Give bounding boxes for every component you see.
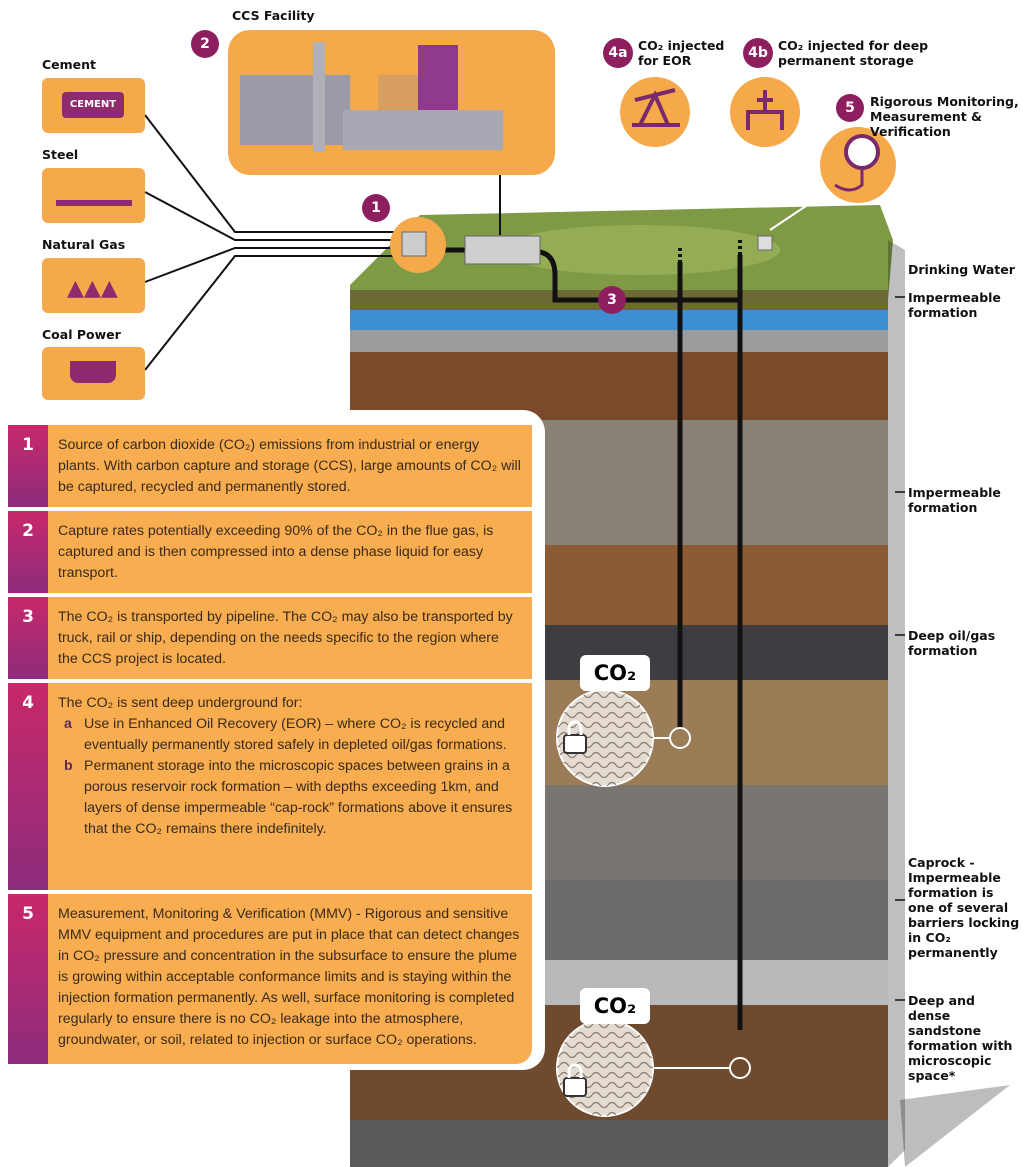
source-label: Steel (42, 147, 78, 162)
step-text: Measurement, Monitoring & Verification (… (48, 894, 532, 1064)
stack (313, 42, 325, 152)
layer-label: Deep oil/gas formation (908, 628, 1008, 658)
step: 5 Measurement, Monitoring & Verification… (8, 894, 532, 1064)
facility-panel (228, 30, 555, 175)
monitoring-label: Rigorous Monitoring, Measurement & Verif… (870, 94, 1020, 139)
facility-title: CCS Facility (232, 8, 315, 23)
side-face (888, 240, 905, 1167)
layer (350, 330, 888, 352)
source-label: Coal Power (42, 327, 121, 342)
coal-icon (42, 347, 145, 400)
steps-panel: 1 Source of carbon dioxide (CO₂) emissio… (0, 410, 545, 1070)
step-text: Source of carbon dioxide (CO₂) emissions… (48, 425, 532, 507)
layer-label: Impermeable formation (908, 485, 1008, 515)
step-number: 4 (8, 683, 48, 890)
step-number: 1 (8, 425, 48, 507)
step: 4 The CO₂ is sent deep underground for: … (8, 683, 532, 890)
gauge (846, 136, 878, 168)
eor-icon (620, 77, 690, 147)
layer-label: Deep and dense sandstone formation with … (908, 993, 1020, 1083)
layer-label: Impermeable formation (908, 290, 1008, 320)
source-plant (402, 232, 426, 256)
layer-label: Caprock - Impermeable formation is one o… (908, 855, 1020, 960)
plant-building (240, 75, 350, 145)
co2-label: CO₂ (580, 655, 650, 691)
infographic: CCS Facility 2 Cement CEMENT Steel Natur… (0, 0, 1023, 1167)
step: 3 The CO₂ is transported by pipeline. Th… (8, 597, 532, 679)
connector (145, 248, 395, 282)
step-number: 5 (8, 894, 48, 1064)
badge: 5 (836, 94, 864, 122)
step-text: Capture rates potentially exceeding 90% … (48, 511, 532, 593)
step-text: The CO₂ is transported by pipeline. The … (48, 597, 532, 679)
step: 1 Source of carbon dioxide (CO₂) emissio… (8, 425, 532, 507)
injection-label: CO₂ injected for EOR (638, 38, 738, 68)
badge: 2 (191, 30, 219, 58)
sub-text: Permanent storage into the microscopic s… (84, 756, 522, 840)
step-number: 3 (8, 597, 48, 679)
steel-glyph (56, 200, 132, 206)
badge: 4b (743, 38, 773, 68)
layer-label: Drinking Water (908, 262, 1023, 277)
shadow (900, 1085, 1010, 1167)
step-number: 2 (8, 511, 48, 593)
co2-label: CO₂ (580, 988, 650, 1024)
step-text: The CO₂ is sent deep underground for: (58, 693, 522, 714)
cement-icon: CEMENT (42, 78, 145, 133)
sub-letter: b (64, 756, 84, 840)
sub-text: Use in Enhanced Oil Recovery (EOR) – whe… (84, 714, 522, 756)
source-label: Cement (42, 57, 96, 72)
base (343, 110, 503, 150)
compressor (465, 236, 540, 264)
steel-icon (42, 168, 145, 223)
monitor-device (758, 236, 772, 250)
injection-label: CO₂ injected for deep permanent storage (778, 38, 958, 68)
badge: 3 (598, 286, 626, 314)
lock (564, 735, 586, 753)
lock (564, 1078, 586, 1096)
cement-bag: CEMENT (62, 92, 124, 118)
flames: ▲▲▲ (67, 276, 118, 301)
gas-icon: ▲▲▲ (42, 258, 145, 313)
badge: 4a (603, 38, 633, 68)
badge: 1 (362, 194, 390, 222)
source-label: Natural Gas (42, 237, 125, 252)
layer (350, 310, 888, 330)
layer (350, 1120, 888, 1167)
step: 2 Capture rates potentially exceeding 90… (8, 511, 532, 593)
cart (70, 361, 116, 383)
sub-letter: a (64, 714, 84, 756)
